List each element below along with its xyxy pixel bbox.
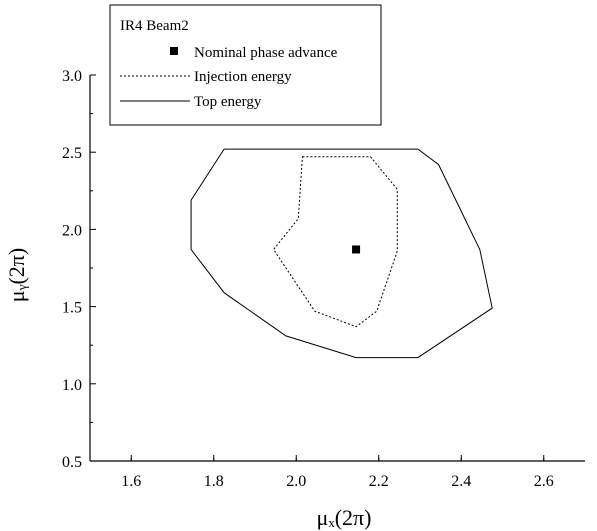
axes: 1.6 1.8 2.0 2.2 2.4 2.6 0.5 1.0 1.5 2.0 2.5 3.0 — [62, 68, 585, 490]
x-ticks: 1.6 1.8 2.0 2.2 2.4 2.6 — [121, 455, 554, 490]
y-axis-label: μᵧ(2π) — [4, 248, 29, 302]
series-layer — [190, 148, 493, 359]
legend-label-nominal: Nominal phase advance — [194, 45, 338, 61]
legend-marker-nominal — [170, 47, 178, 55]
x-tick-label: 1.8 — [204, 473, 224, 490]
legend: IR4 Beam2 Nominal phase advance Injectio… — [109, 4, 382, 126]
legend-label-top: Top energy — [194, 94, 262, 110]
y-tick-label: 2.5 — [62, 145, 82, 162]
y-tick-label: 2.0 — [62, 222, 82, 239]
legend-label-injection: Injection energy — [194, 69, 292, 85]
x-tick-label: 2.2 — [369, 473, 389, 490]
y-tick-label: 3.0 — [62, 68, 82, 85]
series-top-energy-line — [190, 148, 493, 359]
y-tick-label: 1.0 — [62, 377, 82, 394]
y-ticks: 0.5 1.0 1.5 2.0 2.5 3.0 — [62, 68, 96, 471]
x-tick-label: 2.0 — [286, 473, 306, 490]
x-tick-label: 1.6 — [121, 473, 141, 490]
x-axis-label: μₓ(2π) — [317, 505, 372, 530]
series-injection-energy-line — [272, 156, 398, 328]
series-nominal-point — [352, 245, 361, 254]
axis-labels: μₓ(2π) μᵧ(2π) — [4, 248, 371, 530]
x-tick-label: 2.6 — [534, 473, 554, 490]
legend-box — [109, 4, 382, 126]
y-tick-label: 1.5 — [62, 300, 82, 317]
x-tick-label: 2.4 — [451, 473, 471, 490]
y-tick-label: 0.5 — [62, 454, 82, 471]
legend-title: IR4 Beam2 — [120, 18, 189, 34]
